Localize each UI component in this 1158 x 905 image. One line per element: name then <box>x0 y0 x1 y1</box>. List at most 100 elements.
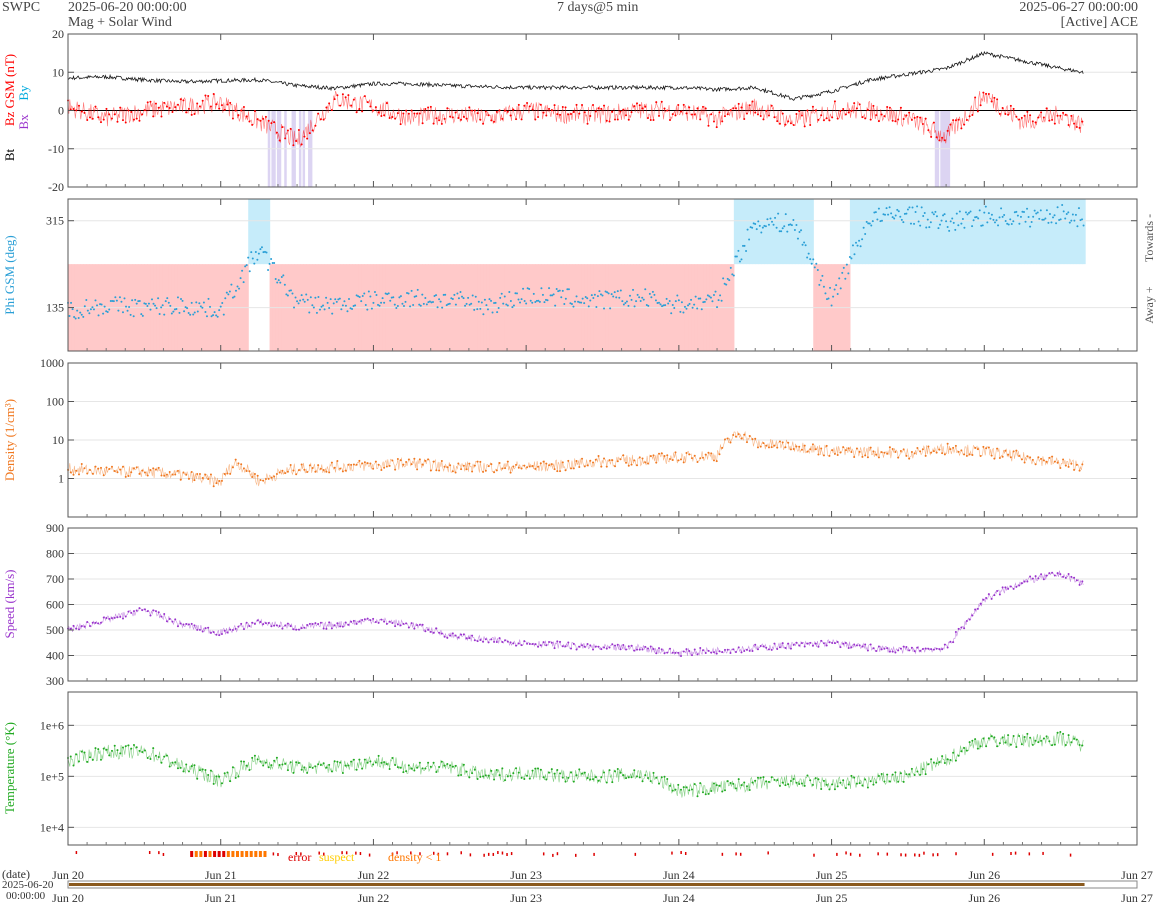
phi-point <box>402 305 405 308</box>
speed-point <box>987 593 990 596</box>
temperature-point <box>1081 744 1084 747</box>
density-point <box>559 470 562 473</box>
temperature-point <box>798 783 801 786</box>
temperature-point <box>855 782 858 785</box>
speed-point <box>292 628 295 631</box>
bz-point <box>504 109 507 112</box>
phi-point <box>436 306 439 309</box>
density-point <box>237 462 240 465</box>
speed-point <box>97 622 100 625</box>
phi-point <box>412 303 415 306</box>
bz-point <box>685 112 688 115</box>
phi-point <box>665 297 668 300</box>
density-point <box>413 457 416 460</box>
density-point <box>493 471 496 474</box>
phi-point <box>477 300 480 303</box>
bz-point <box>355 111 358 114</box>
phi-point <box>343 300 346 303</box>
phi-point <box>473 308 476 311</box>
phi-point <box>606 291 609 294</box>
temperature-point <box>649 780 652 783</box>
bz-point <box>776 120 779 123</box>
phi-point <box>150 298 153 301</box>
bz-point <box>88 116 91 119</box>
phi-point <box>300 294 303 297</box>
quality-flag <box>501 851 504 855</box>
temperature-point <box>586 776 589 779</box>
phi-point <box>648 292 651 295</box>
towards-sector <box>1027 199 1031 265</box>
phi-point <box>439 300 442 303</box>
bz-point <box>905 114 908 117</box>
density-point <box>537 465 540 468</box>
speed-point <box>647 647 650 650</box>
density-point <box>490 463 493 466</box>
phi-point <box>280 276 283 279</box>
bz-point <box>154 102 157 105</box>
bz-point <box>556 113 559 116</box>
phi-point <box>108 308 111 311</box>
bz-point <box>196 102 199 105</box>
temperature-point <box>839 781 842 784</box>
phi-point <box>401 302 404 305</box>
speed-point <box>592 648 595 651</box>
density-point <box>99 466 102 469</box>
temperature-point <box>866 786 869 789</box>
bz-point <box>817 118 820 121</box>
quality-flag <box>300 852 302 856</box>
bz-point <box>1051 118 1054 121</box>
temperature-point <box>297 762 300 765</box>
speed-point <box>875 649 878 652</box>
speed-point <box>460 633 463 636</box>
xtick-label-bottom: Jun 22 <box>358 891 390 905</box>
bz-point <box>380 115 383 118</box>
speed-point <box>185 622 188 625</box>
temperature-point <box>226 771 229 774</box>
speed-point <box>484 638 487 641</box>
bz-point <box>259 119 262 122</box>
density-point <box>1040 457 1043 460</box>
phi-point <box>1071 213 1074 216</box>
phi-point <box>73 316 76 319</box>
speed-point <box>668 647 671 650</box>
speed-point <box>1026 580 1029 583</box>
density-point <box>253 473 256 476</box>
speed-point <box>418 623 421 626</box>
speed-point <box>130 611 133 614</box>
bz-point <box>886 106 889 109</box>
speed-point <box>328 621 331 624</box>
temperature-point <box>869 780 872 783</box>
phi-point <box>876 218 879 221</box>
phi-point <box>305 293 308 296</box>
bz-point <box>897 118 900 121</box>
bz-point <box>113 113 116 116</box>
bz-point <box>286 129 289 132</box>
speed-point <box>539 644 542 647</box>
phi-point <box>789 223 792 226</box>
phi-point <box>954 228 957 231</box>
speed-point <box>182 623 185 626</box>
density-point <box>308 464 311 467</box>
towards-sector <box>926 199 930 265</box>
temperature-point <box>891 773 894 776</box>
temperature-point <box>341 772 344 775</box>
bz-point <box>1015 115 1018 118</box>
data-marks <box>67 50 1085 886</box>
density-point <box>218 479 221 482</box>
speed-point <box>743 650 746 653</box>
speed-point <box>833 642 836 645</box>
density-point <box>550 463 553 466</box>
phi-point <box>879 220 882 223</box>
density-point <box>245 469 248 472</box>
density-point <box>347 463 350 466</box>
bz-point <box>839 109 842 112</box>
speed-point <box>160 615 163 618</box>
speed-point <box>399 624 402 627</box>
towards-sector <box>892 199 897 265</box>
temperature-point <box>707 792 710 795</box>
towards-sector <box>969 199 973 265</box>
bz-point <box>256 118 259 121</box>
density-point <box>432 460 435 463</box>
phi-point <box>662 304 665 307</box>
temperature-point <box>204 769 207 772</box>
